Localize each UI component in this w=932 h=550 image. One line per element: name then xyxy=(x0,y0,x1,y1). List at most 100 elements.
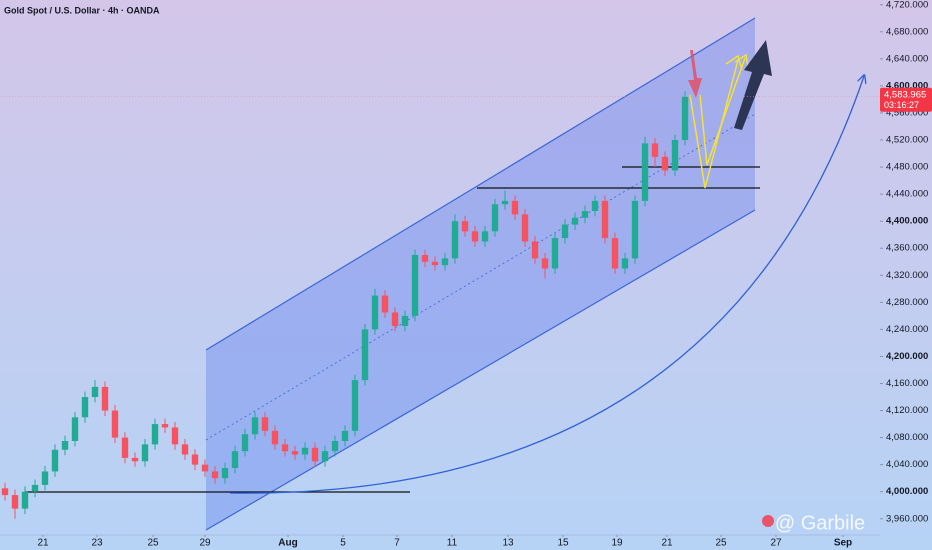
candle-body xyxy=(201,464,209,472)
candle-body xyxy=(501,200,509,205)
chart-title: Gold Spot / U.S. Dollar · 4h · OANDA xyxy=(4,5,160,15)
x-tick-label: 27 xyxy=(770,538,782,549)
y-tick-label: 4,440.000 xyxy=(886,189,928,200)
candle-body xyxy=(411,254,419,316)
candle-body xyxy=(121,437,129,458)
candle-body xyxy=(91,386,99,398)
candle-body xyxy=(21,491,29,509)
y-tick-label: 4,320.000 xyxy=(886,270,928,281)
candle-body xyxy=(431,261,439,266)
candle-body xyxy=(531,241,539,259)
y-tick-label: 4,560.000 xyxy=(886,107,928,118)
drawings xyxy=(25,17,864,531)
y-tick-label: 4,640.000 xyxy=(886,53,928,64)
x-tick-label: 15 xyxy=(557,538,569,549)
last-price-box xyxy=(880,87,932,112)
candle-body xyxy=(621,258,629,269)
candle-body xyxy=(601,200,609,239)
candle-body xyxy=(151,424,159,445)
candle-body xyxy=(521,214,529,242)
candle-body xyxy=(171,427,179,445)
candle-body xyxy=(371,295,379,330)
candle-body xyxy=(631,200,639,259)
y-tick-label: 4,480.000 xyxy=(886,162,928,173)
flag-icon xyxy=(762,515,774,527)
candle-body xyxy=(551,238,559,269)
candle-body xyxy=(141,444,149,462)
x-tick-label: 5 xyxy=(340,538,346,549)
channel-top xyxy=(205,17,756,351)
up-arrow xyxy=(734,40,772,130)
y-tick-label: 4,040.000 xyxy=(886,459,928,470)
candle-body xyxy=(511,200,519,215)
candle-body xyxy=(191,454,199,465)
candle-body xyxy=(61,440,69,450)
candle-body xyxy=(441,258,449,266)
y-tick-label: 3,960.000 xyxy=(886,513,928,524)
down-arrow xyxy=(688,50,702,98)
candle-body xyxy=(491,204,499,232)
x-tick-label: 11 xyxy=(447,538,458,549)
y-tick-label: 4,200.000 xyxy=(886,351,928,362)
candle-body xyxy=(31,484,39,492)
y-tick-label: 4,720.000 xyxy=(886,0,928,10)
y-tick-label: 4,400.000 xyxy=(886,216,928,227)
candle-body xyxy=(661,156,669,171)
candle-body xyxy=(351,380,359,431)
candle-body xyxy=(271,430,279,445)
x-tick-label: 21 xyxy=(661,538,673,549)
y-tick-label: 4,120.000 xyxy=(886,405,928,416)
y-tick-label: 4,280.000 xyxy=(886,297,928,308)
candle-body xyxy=(41,471,49,485)
candle-body xyxy=(81,397,89,418)
candle-body xyxy=(591,200,599,212)
candle-body xyxy=(651,143,659,157)
candle-body xyxy=(111,410,119,438)
x-tick-label: 13 xyxy=(502,538,514,549)
candle-body xyxy=(681,96,689,141)
candle-body xyxy=(611,238,619,269)
candle-body xyxy=(181,444,189,455)
candle-body xyxy=(51,449,59,472)
candle-body xyxy=(11,495,19,509)
candle-body xyxy=(131,457,139,462)
x-tick-label: 25 xyxy=(147,538,159,549)
candle-body xyxy=(401,315,409,327)
candle-body xyxy=(311,447,319,462)
y-tick-label: 4,600.000 xyxy=(886,80,928,91)
candle-body xyxy=(261,417,269,431)
x-tick-label: 21 xyxy=(37,538,49,549)
candle-body xyxy=(641,143,649,201)
candle-body xyxy=(291,451,299,455)
candle-body xyxy=(321,451,329,462)
candle-body xyxy=(161,424,169,428)
candle-body xyxy=(361,329,369,381)
candle-body xyxy=(341,430,349,441)
candle-body xyxy=(571,217,579,225)
projection xyxy=(689,54,743,189)
x-tick-label: 19 xyxy=(611,538,623,549)
candle-body xyxy=(451,221,459,259)
countdown-label: 03:16:27 xyxy=(884,100,919,110)
candle-body xyxy=(581,211,589,218)
candle-body xyxy=(211,471,219,479)
x-tick-label: Sep xyxy=(834,538,852,549)
y-tick-label: 4,360.000 xyxy=(886,243,928,254)
y-tick-label: 4,680.000 xyxy=(886,26,928,37)
candle-body xyxy=(461,221,469,232)
candle-body xyxy=(471,231,479,242)
candle-body xyxy=(381,295,389,313)
candle-body xyxy=(391,312,399,327)
candle-body xyxy=(561,224,569,239)
x-tick-label: 23 xyxy=(91,538,103,549)
y-tick-label: 4,520.000 xyxy=(886,135,928,146)
candle-body xyxy=(101,386,109,411)
candle-body xyxy=(251,417,259,435)
candle-body xyxy=(231,451,239,469)
channel-fill xyxy=(206,18,755,530)
candle-body xyxy=(541,258,549,269)
candle-body xyxy=(331,440,339,452)
last-price-label: 4,583.965 xyxy=(884,89,926,100)
watermark: @ Garbile xyxy=(775,512,865,534)
